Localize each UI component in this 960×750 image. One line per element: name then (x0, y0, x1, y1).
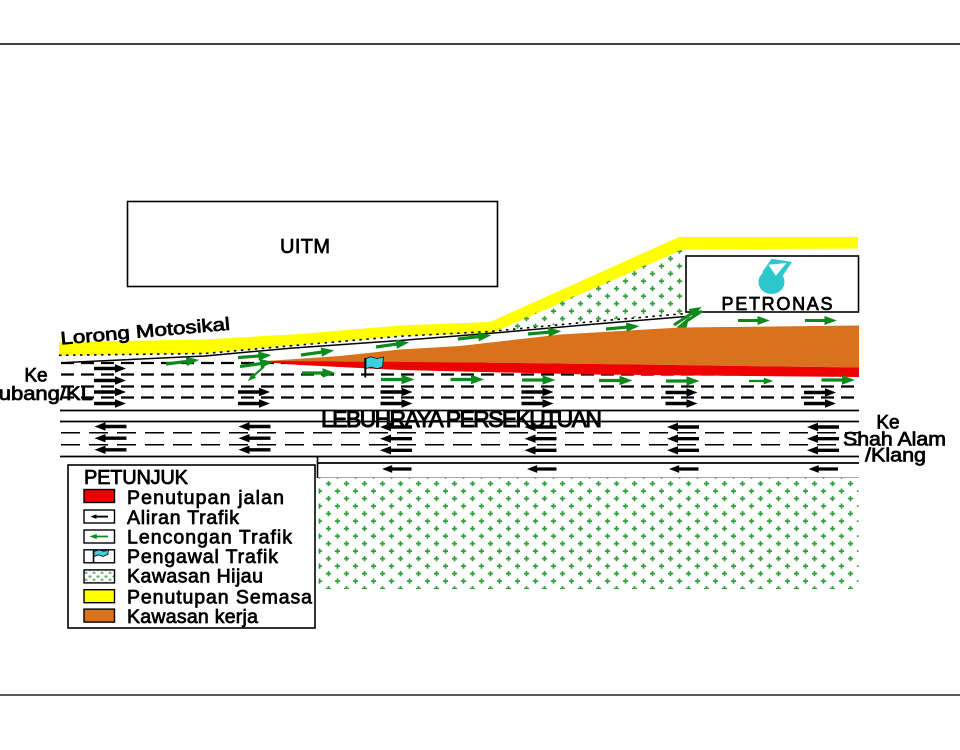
svg-text:PETUNJUK: PETUNJUK (84, 467, 189, 489)
svg-text:Subang/KL: Subang/KL (0, 384, 93, 405)
svg-text:Ke: Ke (24, 366, 47, 387)
svg-text:Penutupan Semasa: Penutupan Semasa (127, 587, 312, 609)
svg-text:PETRONAS: PETRONAS (722, 294, 833, 314)
svg-text:/Klang: /Klang (865, 446, 926, 467)
svg-text:Aliran Trafik: Aliran Trafik (127, 507, 239, 529)
svg-text:Lencongan Trafik: Lencongan Trafik (127, 527, 292, 549)
svg-text:Ke: Ke (876, 413, 899, 434)
svg-text:LEBUHRAYA PERSEKUTUAN: LEBUHRAYA PERSEKUTUAN (321, 406, 602, 432)
svg-text:Kawasan kerja: Kawasan kerja (127, 606, 258, 628)
svg-text:Penutupan jalan: Penutupan jalan (127, 487, 284, 509)
svg-text:Pengawal Trafik: Pengawal Trafik (127, 546, 278, 568)
svg-text:Shah Alam: Shah Alam (843, 430, 946, 451)
svg-text:Kawasan Hijau: Kawasan Hijau (127, 566, 263, 588)
svg-text:UITM: UITM (280, 236, 330, 258)
